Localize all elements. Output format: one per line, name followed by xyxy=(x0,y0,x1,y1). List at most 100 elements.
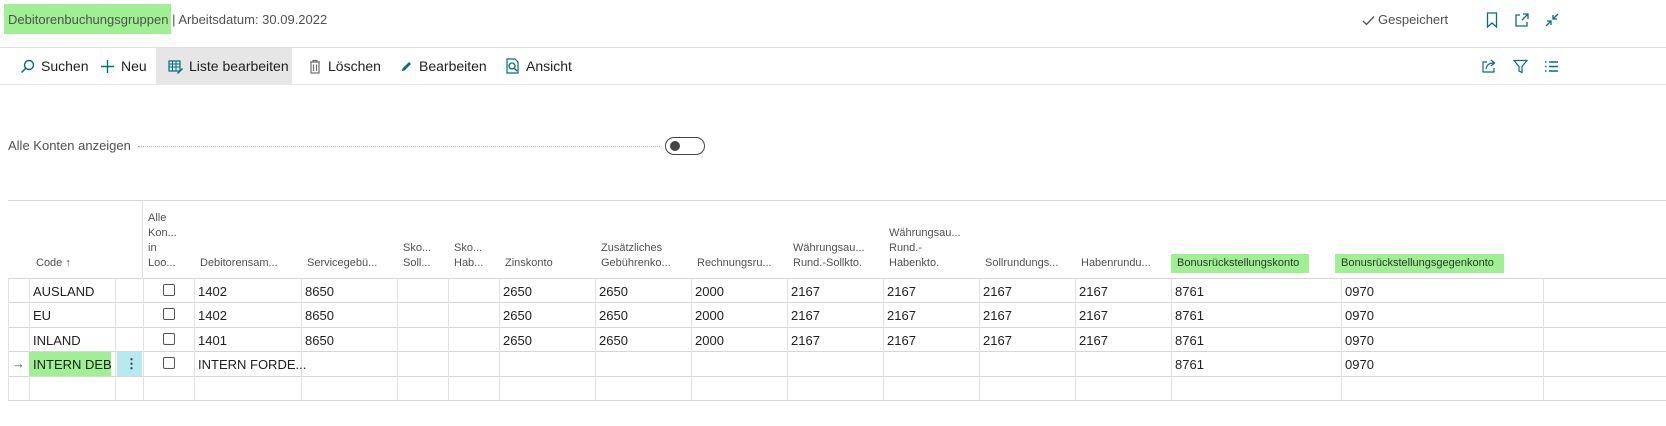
header-divider xyxy=(0,47,1666,48)
search-button[interactable]: Suchen xyxy=(18,48,90,84)
grid-column-line xyxy=(1543,278,1544,400)
cell-service[interactable]: 8650 xyxy=(305,284,334,299)
checkbox-all-accounts[interactable] xyxy=(163,357,175,369)
column-header-interest[interactable]: Zinskonto xyxy=(505,257,553,269)
cell-receivables[interactable]: INTERN FORDE... xyxy=(198,357,307,372)
grid-top-border xyxy=(8,200,1666,201)
cell-interest[interactable]: 2650 xyxy=(503,308,532,323)
edit-button[interactable]: Bearbeiten xyxy=(398,48,489,84)
grid-column-line xyxy=(143,278,144,400)
cell-debit-rounding[interactable]: 2167 xyxy=(983,284,1012,299)
grid-column-line xyxy=(499,278,500,400)
cell-bonus-provision-counter[interactable]: 0970 xyxy=(1345,333,1374,348)
grid-column-line xyxy=(787,278,788,400)
column-header-invoice-rounding[interactable]: Rechnungsru... xyxy=(697,257,772,269)
column-header-all-accounts[interactable]: Alle Kon... in Loo... xyxy=(148,211,177,271)
cell-bonus-provision[interactable]: 8761 xyxy=(1175,284,1204,299)
row-actions-button[interactable]: ⋮ xyxy=(125,356,138,371)
column-header-service-charge[interactable]: Servicegebü... xyxy=(307,257,378,269)
column-header-receivables[interactable]: Debitorensam... xyxy=(200,257,278,269)
saved-status: Gespeichert xyxy=(1362,12,1448,27)
grid-column-line xyxy=(1171,278,1172,400)
delete-button[interactable]: Löschen xyxy=(306,48,383,84)
trash-icon xyxy=(310,59,320,74)
cell-credit-rounding[interactable]: 2167 xyxy=(1079,284,1108,299)
cell-debit-rounding[interactable]: 2167 xyxy=(983,333,1012,348)
cell-additional-fee[interactable]: 2650 xyxy=(599,284,628,299)
show-all-accounts-label: Alle Konten anzeigen xyxy=(8,138,131,153)
cell-invoice-rounding[interactable]: 2000 xyxy=(695,284,724,299)
bookmark-icon[interactable] xyxy=(1482,10,1502,30)
cell-code[interactable]: INTERN DEB xyxy=(33,357,112,372)
grid-column-line xyxy=(691,278,692,400)
cell-currency-debit[interactable]: 2167 xyxy=(791,308,820,323)
search-button-label: Suchen xyxy=(41,58,89,74)
cell-receivables[interactable]: 1402 xyxy=(198,284,227,299)
column-header-discount-debit[interactable]: Sko... Soll... xyxy=(403,241,431,271)
cell-currency-credit[interactable]: 2167 xyxy=(887,284,916,299)
cell-currency-debit[interactable]: 2167 xyxy=(791,333,820,348)
checkbox-all-accounts[interactable] xyxy=(163,333,175,345)
cell-currency-debit[interactable]: 2167 xyxy=(791,284,820,299)
page-title: Debitorenbuchungsgruppen xyxy=(8,12,169,27)
cell-bonus-provision-counter[interactable]: 0970 xyxy=(1345,357,1374,372)
column-header-currency-credit[interactable]: Währungsau... Rund.- Habenkto. xyxy=(889,226,961,271)
grid-divider-left xyxy=(142,200,143,278)
cell-interest[interactable]: 2650 xyxy=(503,333,532,348)
open-new-window-icon[interactable] xyxy=(1512,10,1532,30)
grid-line xyxy=(8,278,1666,279)
column-header-currency-debit[interactable]: Währungsau... Rund.-Sollkto. xyxy=(793,241,865,271)
cell-bonus-provision[interactable]: 8761 xyxy=(1175,357,1204,372)
cell-interest[interactable]: 2650 xyxy=(503,284,532,299)
show-all-accounts-toggle[interactable] xyxy=(665,137,705,155)
new-button[interactable]: Neu xyxy=(98,48,149,84)
cell-code[interactable]: AUSLAND xyxy=(33,284,95,299)
cell-bonus-provision-counter[interactable]: 0970 xyxy=(1345,308,1374,323)
row-action-highlight xyxy=(117,352,142,376)
cell-currency-credit[interactable]: 2167 xyxy=(887,333,916,348)
checkbox-all-accounts[interactable] xyxy=(163,284,175,296)
cell-credit-rounding[interactable]: 2167 xyxy=(1079,333,1108,348)
pencil-icon xyxy=(402,61,411,71)
search-icon xyxy=(20,59,35,73)
cell-bonus-provision[interactable]: 8761 xyxy=(1175,308,1204,323)
column-header-additional-fee[interactable]: Zusätzliches Gebührenko... xyxy=(601,241,671,271)
view-button[interactable]: Ansicht xyxy=(503,48,574,84)
cell-receivables[interactable]: 1401 xyxy=(198,333,227,348)
header-line: Hab... xyxy=(454,257,484,269)
cell-additional-fee[interactable]: 2650 xyxy=(599,308,628,323)
column-header-discount-credit[interactable]: Sko... Hab... xyxy=(454,241,483,271)
column-header-bonus-provision[interactable]: Bonusrückstellungskonto xyxy=(1171,254,1309,273)
cell-debit-rounding[interactable]: 2167 xyxy=(983,308,1012,323)
list-view-icon[interactable] xyxy=(1541,56,1561,76)
grid-column-line xyxy=(1341,278,1342,400)
edit-list-icon xyxy=(168,59,183,74)
new-button-label: Neu xyxy=(121,58,147,74)
share-icon[interactable] xyxy=(1479,56,1499,76)
filter-icon[interactable] xyxy=(1510,56,1530,76)
dotted-leader xyxy=(138,146,660,147)
grid-line xyxy=(8,376,1666,377)
edit-list-button[interactable]: Liste bearbeiten xyxy=(156,48,292,84)
column-header-code[interactable]: Code ↑ xyxy=(36,257,71,269)
cell-additional-fee[interactable]: 2650 xyxy=(599,333,628,348)
cell-service[interactable]: 8650 xyxy=(305,308,334,323)
column-header-credit-rounding[interactable]: Habenrundu... xyxy=(1081,257,1151,269)
header-line: Sko... xyxy=(403,242,432,254)
column-header-bonus-provision-counter[interactable]: Bonusrückstellungsgegenkonto xyxy=(1335,254,1504,273)
cell-credit-rounding[interactable]: 2167 xyxy=(1079,308,1108,323)
column-header-debit-rounding[interactable]: Sollrundungs... xyxy=(985,257,1059,269)
cell-bonus-provision-counter[interactable]: 0970 xyxy=(1345,284,1374,299)
cell-receivables[interactable]: 1402 xyxy=(198,308,227,323)
header-line: Gebührenko... xyxy=(601,257,671,269)
cell-service[interactable]: 8650 xyxy=(305,333,334,348)
cell-invoice-rounding[interactable]: 2000 xyxy=(695,333,724,348)
cell-invoice-rounding[interactable]: 2000 xyxy=(695,308,724,323)
grid-line xyxy=(8,400,1666,401)
collapse-icon[interactable] xyxy=(1542,10,1562,30)
cell-code[interactable]: EU xyxy=(33,308,52,323)
checkbox-all-accounts[interactable] xyxy=(163,308,175,320)
cell-bonus-provision[interactable]: 8761 xyxy=(1175,333,1204,348)
cell-currency-credit[interactable]: 2167 xyxy=(887,308,916,323)
cell-code[interactable]: INLAND xyxy=(33,333,81,348)
